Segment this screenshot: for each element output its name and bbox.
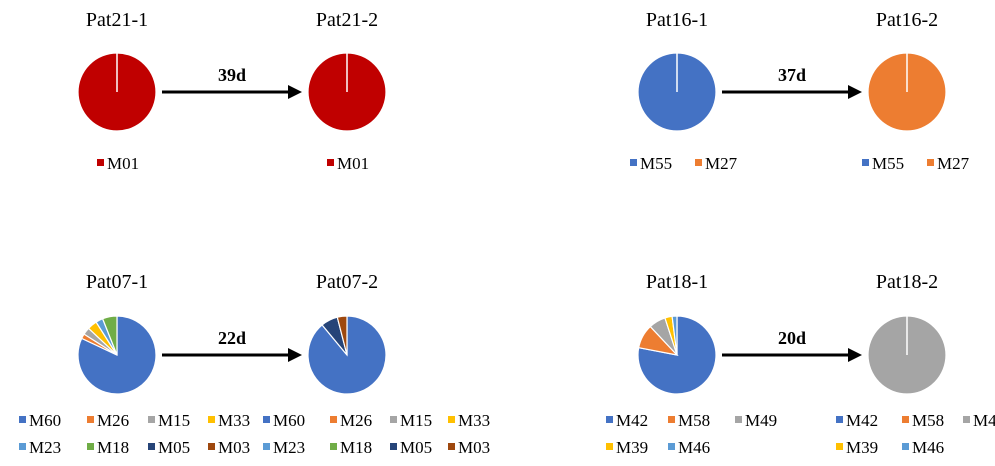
legend-label-m15: M15 [158, 411, 190, 430]
pie-chart-pat21-1: Pat21-1 M01 [77, 9, 157, 173]
interval-label: 22d [218, 328, 246, 348]
legend-label-m46: M46 [678, 438, 710, 457]
legend-swatch-m39 [836, 443, 843, 450]
interval-label: 20d [778, 328, 806, 348]
legend-swatch-m01 [327, 159, 334, 166]
legend-label-m49: M49 [973, 411, 995, 430]
legend-label-m46: M46 [912, 438, 944, 457]
legend-swatch-m18 [87, 443, 94, 450]
pie-chart-pat18-2: Pat18-2 M42 M58 M49 M39 M46 [836, 271, 995, 457]
legend-label-m15: M15 [400, 411, 432, 430]
legend-swatch-m27 [695, 159, 702, 166]
legend-swatch-m18 [330, 443, 337, 450]
interval-arrow: 37d [722, 65, 862, 99]
chart-title: Pat16-2 [876, 9, 938, 31]
chart-title: Pat18-2 [876, 271, 938, 293]
legend-swatch-m01 [97, 159, 104, 166]
legend-label-m05: M05 [400, 438, 432, 457]
legend-label-m39: M39 [616, 438, 648, 457]
legend-swatch-m26 [330, 416, 337, 423]
legend-swatch-m15 [148, 416, 155, 423]
legend-swatch-m03 [208, 443, 215, 450]
arrow-head-icon [848, 85, 862, 99]
legend-label-m58: M58 [912, 411, 944, 430]
interval-arrow: 22d [162, 328, 302, 362]
legend-swatch-m60 [263, 416, 270, 423]
legend-swatch-m03 [448, 443, 455, 450]
legend-swatch-m58 [902, 416, 909, 423]
chart-title: Pat21-2 [316, 9, 378, 31]
legend-swatch-m55 [630, 159, 637, 166]
legend-swatch-m39 [606, 443, 613, 450]
arrow-head-icon [288, 348, 302, 362]
legend-label-m23: M23 [29, 438, 61, 457]
pie-chart-pat07-1: Pat07-1 M60 M26 M15 M33 M23 M18 M05 M03 [19, 271, 250, 457]
interval-arrow: 39d [162, 65, 302, 99]
legend-label-m55: M55 [640, 154, 672, 173]
legend-label-m26: M26 [97, 411, 129, 430]
chart-title: Pat21-1 [86, 9, 148, 31]
interval-label: 37d [778, 65, 806, 85]
interval-arrow: 20d [722, 328, 862, 362]
legend-label-m18: M18 [97, 438, 129, 457]
arrow-head-icon [288, 85, 302, 99]
legend-swatch-m15 [390, 416, 397, 423]
legend-swatch-m55 [862, 159, 869, 166]
legend-label-m01: M01 [337, 154, 369, 173]
legend-swatch-m60 [19, 416, 26, 423]
legend-swatch-m49 [963, 416, 970, 423]
legend-swatch-m26 [87, 416, 94, 423]
legend-swatch-m49 [735, 416, 742, 423]
pie-chart-pat21-2: Pat21-2 M01 [307, 9, 387, 173]
legend-label-m42: M42 [616, 411, 648, 430]
legend-swatch-m23 [19, 443, 26, 450]
pie-chart-pat16-1: Pat16-1 M55 M27 [630, 9, 738, 173]
legend-label-m49: M49 [745, 411, 777, 430]
legend-label-m39: M39 [846, 438, 878, 457]
legend-label-m26: M26 [340, 411, 372, 430]
legend-swatch-m05 [148, 443, 155, 450]
pie-chart-pat07-2: Pat07-2 M60 M26 M15 M33 M23 M18 M05 M03 [263, 271, 490, 457]
legend-swatch-m46 [902, 443, 909, 450]
pie-chart-pat16-2: Pat16-2 M55 M27 [862, 9, 970, 173]
legend-label-m03: M03 [218, 438, 250, 457]
legend-label-m23: M23 [273, 438, 305, 457]
legend-swatch-m23 [263, 443, 270, 450]
legend-swatch-m42 [836, 416, 843, 423]
legend-label-m58: M58 [678, 411, 710, 430]
pie-chart-pat18-1: Pat18-1 M42 M58 M49 M39 M46 [606, 271, 777, 457]
arrow-head-icon [848, 348, 862, 362]
pie-slice-m46 [671, 315, 678, 356]
legend-swatch-m33 [208, 416, 215, 423]
legend-label-m27: M27 [705, 154, 738, 173]
legend-label-m33: M33 [218, 411, 250, 430]
legend-swatch-m27 [927, 159, 934, 166]
legend-label-m27: M27 [937, 154, 970, 173]
legend-swatch-m05 [390, 443, 397, 450]
legend-swatch-m58 [668, 416, 675, 423]
pie-slice-m03 [336, 315, 348, 356]
legend-label-m03: M03 [458, 438, 490, 457]
chart-title: Pat07-1 [86, 271, 148, 293]
legend-label-m18: M18 [340, 438, 372, 457]
legend-label-m55: M55 [872, 154, 904, 173]
chart-title: Pat18-1 [646, 271, 708, 293]
legend-label-m60: M60 [29, 411, 61, 430]
legend-label-m60: M60 [273, 411, 305, 430]
interval-label: 39d [218, 65, 246, 85]
legend-swatch-m46 [668, 443, 675, 450]
legend-label-m05: M05 [158, 438, 190, 457]
legend-label-m42: M42 [846, 411, 878, 430]
chart-title: Pat07-2 [316, 271, 378, 293]
chart-title: Pat16-1 [646, 9, 708, 31]
pie-slice-m18 [101, 315, 118, 356]
legend-swatch-m42 [606, 416, 613, 423]
legend-label-m01: M01 [107, 154, 139, 173]
legend-swatch-m33 [448, 416, 455, 423]
legend-label-m33: M33 [458, 411, 490, 430]
arrows-layer: 39d 37d 22d 20d [162, 65, 862, 362]
